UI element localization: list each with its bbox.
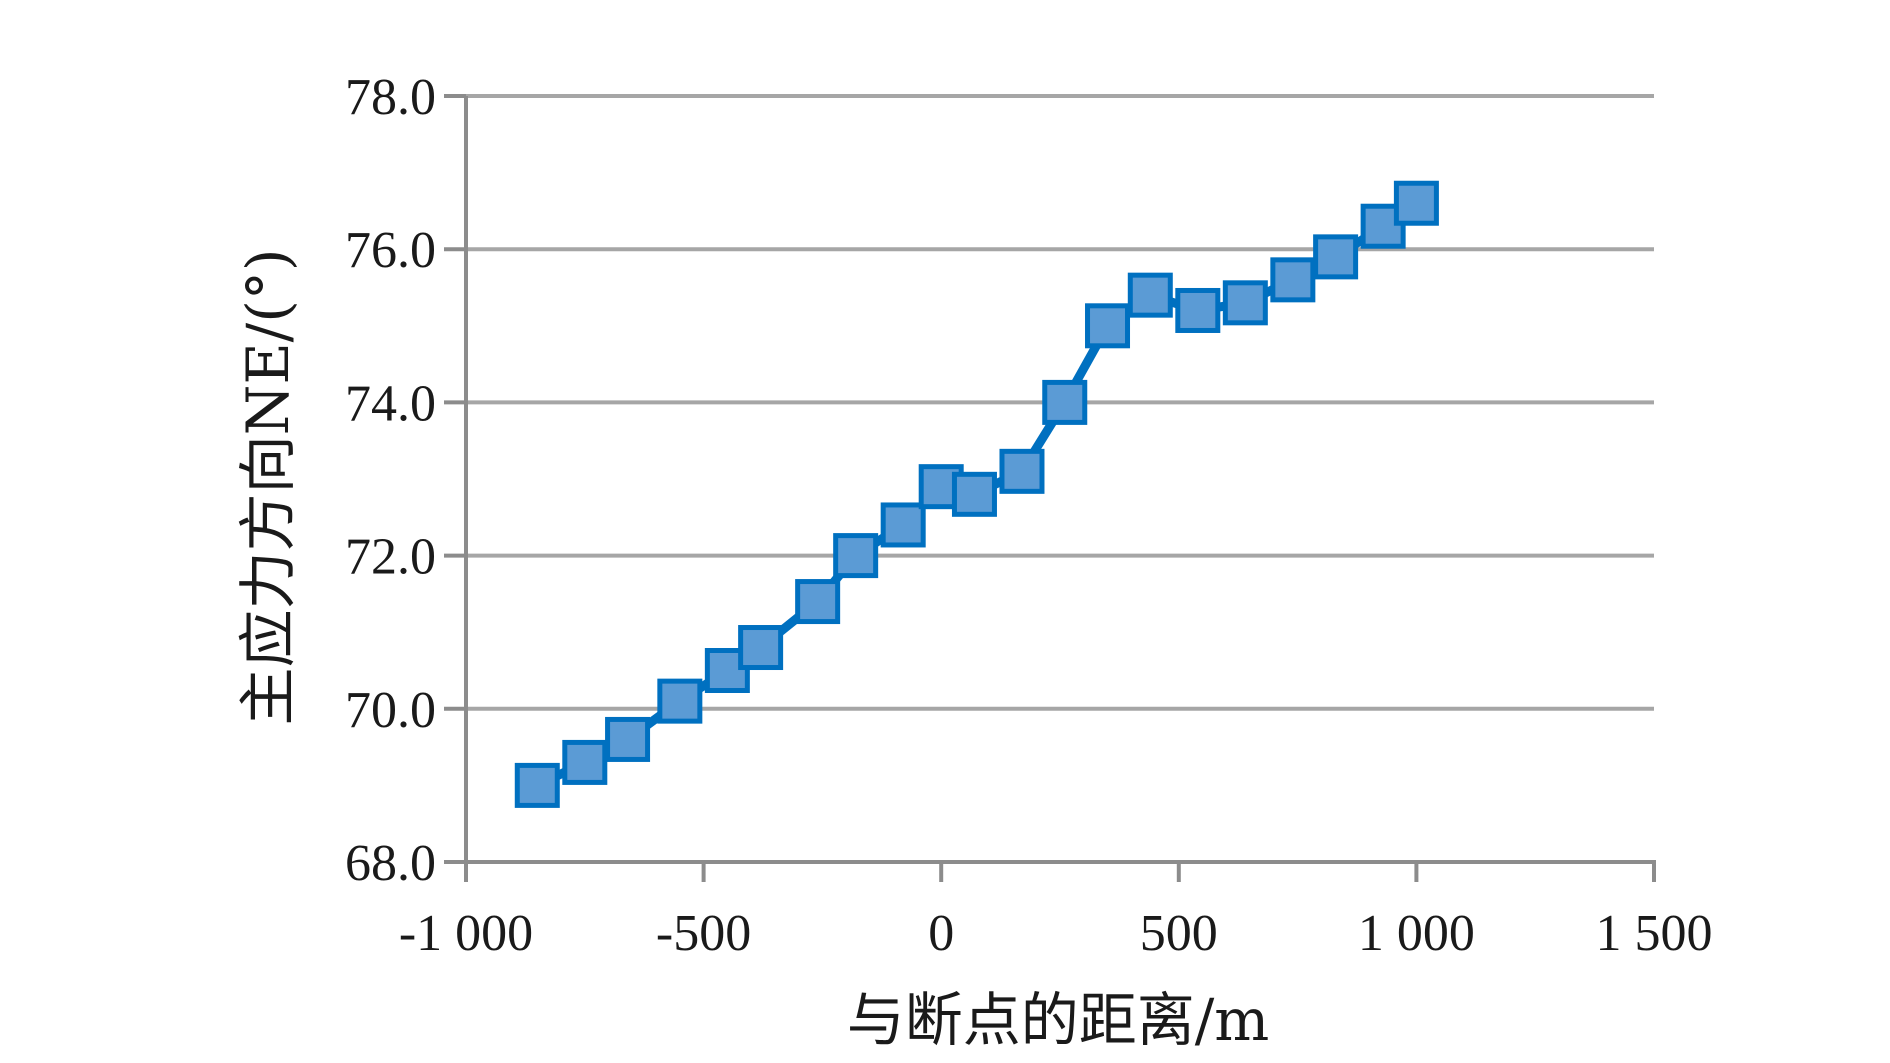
y-tick-label: 70.0 [345, 682, 436, 739]
x-tick-label: -500 [656, 905, 751, 962]
data-point [833, 533, 879, 579]
data-point [1175, 287, 1221, 333]
data-point [1270, 257, 1316, 303]
data-point [951, 471, 997, 517]
data-point [880, 502, 926, 548]
x-tick-label: 0 [928, 905, 954, 962]
data-point [1393, 180, 1439, 226]
x-tick-labels: -1 000 -500 0 500 1 000 1 500 [399, 905, 1713, 962]
axes [444, 94, 1656, 882]
data-point [1085, 303, 1131, 349]
data-point [704, 648, 750, 693]
data-point [795, 579, 841, 625]
data-point [1222, 280, 1268, 326]
data-point [657, 678, 703, 724]
y-tick-label: 72.0 [345, 529, 436, 586]
y-tick-label: 78.0 [345, 69, 436, 126]
x-axis-title: 与断点的距离/m [847, 986, 1270, 1054]
data-point [1127, 272, 1173, 318]
data-point [1313, 234, 1359, 280]
data-point [605, 716, 651, 762]
data-point [738, 625, 784, 671]
data-point [514, 762, 560, 808]
x-tick-label: 1 500 [1596, 905, 1713, 962]
data-point [562, 739, 608, 785]
x-tick-label: 500 [1140, 905, 1218, 962]
y-tick-label: 76.0 [345, 222, 436, 279]
data-point [999, 448, 1045, 494]
y-axis-title: 主应力方向NE/(°) [234, 249, 302, 726]
y-tick-labels: 68.0 70.0 72.0 74.0 76.0 78.0 [345, 69, 436, 892]
x-tick-label: -1 000 [399, 905, 533, 962]
y-tick-label: 68.0 [345, 835, 436, 892]
data-point [1042, 379, 1088, 425]
series-layer [514, 180, 1439, 808]
x-tick-label: 1 000 [1358, 905, 1475, 962]
y-tick-label: 74.0 [345, 375, 436, 432]
